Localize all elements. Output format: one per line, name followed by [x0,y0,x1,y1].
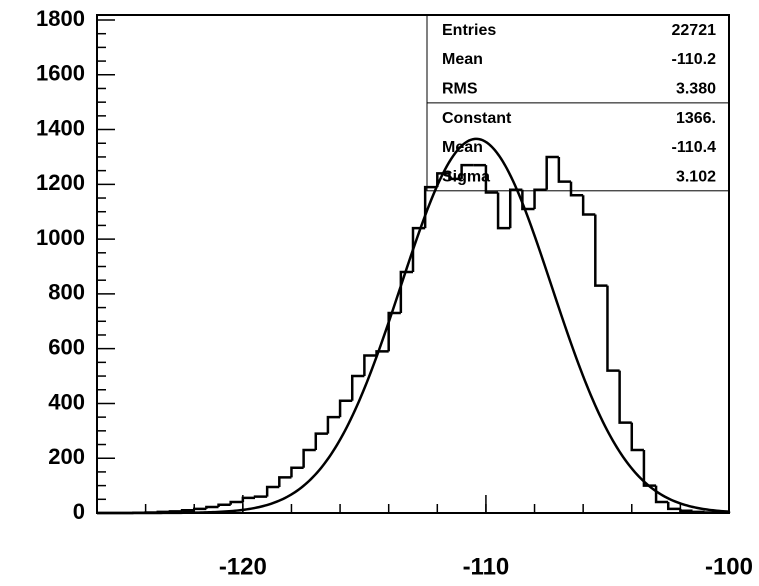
histogram-bin [581,195,596,216]
histogram-bin [630,422,644,452]
histogram-bin [703,511,717,514]
stats-value: 22721 [672,22,717,39]
histogram-bin [679,508,693,513]
stats-value: -110.2 [672,51,717,68]
histogram-bin [594,214,608,287]
stats-name: Entries [442,22,496,39]
y-tick-label: 1400 [36,115,85,140]
stats-name: Sigma [442,168,490,185]
histogram-bin [642,450,657,487]
histogram-bin [192,507,207,511]
histogram-bin [545,155,559,190]
histogram-bin [569,181,584,197]
y-tick-label: 1000 [36,225,85,250]
x-tick-label: -110 [463,553,510,580]
histogram-bin [484,165,499,194]
y-tick-label: 0 [73,499,85,524]
y-tick-label: 600 [48,334,85,359]
histogram-bin [387,311,401,352]
histogram-bin [205,505,219,509]
histogram-bin [314,432,328,451]
y-tick-label: 1600 [36,61,85,86]
histogram-bin [265,485,280,497]
plot-frame [96,14,730,514]
histogram-bin [618,370,632,424]
histogram-bin [217,503,231,507]
histogram-bin [350,374,365,401]
histogram-bin [278,476,292,487]
stats-value: -110.4 [672,139,717,156]
y-tick-label: 1200 [36,170,85,195]
histogram-bin [399,270,413,314]
y-tick-label: 800 [48,280,85,305]
histogram-bin [521,189,535,211]
fit-curve [97,137,730,515]
stats-value: 3.102 [676,168,716,185]
y-tick-label: 400 [48,389,85,414]
histogram-bin [241,496,255,503]
histogram-bin [557,156,571,183]
stats-value: 1366. [676,110,716,127]
histogram-bin [715,511,731,514]
stats-name: RMS [442,80,478,97]
histogram-bin [666,502,681,511]
histogram-bin [338,399,353,418]
stats-name: Mean [442,51,483,68]
histogram-bin [326,415,341,434]
stats-value: 3.380 [676,80,716,97]
histogram-bin [302,448,316,468]
y-tick-label: 200 [48,444,85,469]
x-tick-label: -100 [705,553,753,580]
histogram-bin [606,285,620,372]
x-tick-label: -120 [219,553,267,580]
histogram-bin [229,500,243,505]
histogram-bin [448,173,462,181]
histogram-bin [290,466,304,478]
histogram-bin [533,188,547,209]
histogram-bin [691,510,705,514]
histogram-bin [180,509,195,512]
y-tick-label: 1800 [36,6,85,31]
stats-name: Constant [442,110,512,127]
histogram-bin [460,163,474,179]
histogram-bin [363,354,377,377]
histogram-bin [496,192,511,230]
histogram-bin [253,495,268,498]
stats-name: Mean [442,139,483,156]
